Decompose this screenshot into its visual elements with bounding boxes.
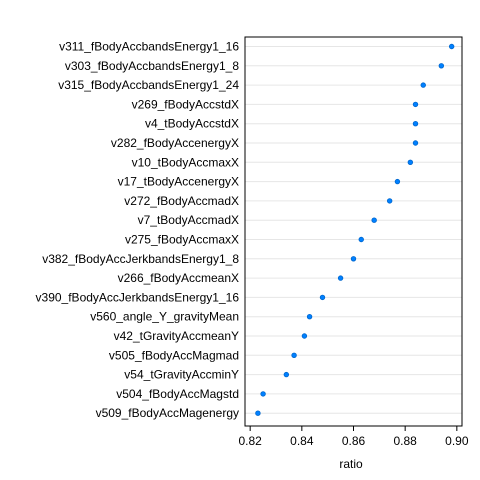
x-tick-label: 0.86 (342, 434, 366, 448)
x-tick-label: 0.82 (238, 434, 262, 448)
category-label: v390_fBodyAccJerkbandsEnergy1_16 (36, 290, 240, 304)
category-label: v509_fBodyAccMagenergy (96, 406, 239, 420)
data-point (407, 159, 414, 165)
category-label: v266_fBodyAccmeanX (118, 271, 239, 285)
category-label: v42_tGravityAccmeanY (114, 329, 239, 343)
category-label: v275_fBodyAccmaxX (125, 233, 239, 247)
data-point (291, 352, 297, 358)
data-point (412, 140, 419, 146)
category-label: v54_tGravityAccminY (124, 368, 239, 382)
category-label: v382_fBodyAccJerkbandsEnergy1_8 (42, 252, 239, 266)
data-point (412, 120, 419, 127)
category-label: v311_fBodyAccbandsEnergy1_16 (59, 40, 239, 54)
category-label: v4_tBodyAccstdX (145, 117, 239, 131)
data-point (394, 178, 401, 185)
horizontal-guide-lines (245, 46, 462, 414)
category-label: v560_angle_Y_gravityMean (90, 310, 239, 324)
category-label: v303_fBodyAccbandsEnergy1_8 (65, 59, 239, 73)
x-tick-label: 0.88 (393, 434, 417, 448)
category-label: v269_fBodyAccstdX (132, 97, 239, 111)
data-point (337, 275, 344, 281)
x-axis-title: ratio (339, 457, 363, 471)
data-point (319, 294, 326, 301)
plot-frame (244, 36, 463, 427)
data-points (255, 43, 455, 416)
category-label: v315_fBodyAccbandsEnergy1_24 (58, 78, 239, 92)
data-point (371, 217, 377, 223)
x-axis-tick-labels: 0.82 0.84 0.86 0.88 0.90 (238, 434, 468, 448)
x-tick-label: 0.90 (445, 434, 469, 448)
data-point (358, 236, 364, 243)
data-point (386, 198, 393, 204)
category-label: v17_tBodyAccenergyX (118, 175, 239, 189)
data-point (283, 371, 290, 378)
category-label: v505_fBodyAccMagmad (109, 348, 239, 362)
data-point (301, 333, 308, 339)
data-point (448, 43, 455, 50)
data-point (255, 410, 261, 416)
data-point (412, 101, 419, 108)
x-axis-ticks (249, 426, 458, 431)
category-label: v504_fBodyAccMagstd (116, 387, 239, 401)
data-point (420, 82, 426, 88)
x-tick-label: 0.84 (290, 434, 314, 448)
category-label: v7_tBodyAccmadX (138, 213, 239, 227)
category-labels: v311_fBodyAccbandsEnergy1_16 v303_fBodyAc… (36, 40, 240, 421)
data-point (260, 391, 266, 397)
data-point (306, 314, 313, 320)
category-label: v10_tBodyAccmaxX (132, 155, 239, 169)
data-point (350, 256, 357, 262)
data-point (438, 63, 445, 69)
category-label: v272_fBodyAccmadX (124, 194, 239, 208)
category-label: v282_fBodyAccenergyX (111, 136, 239, 150)
